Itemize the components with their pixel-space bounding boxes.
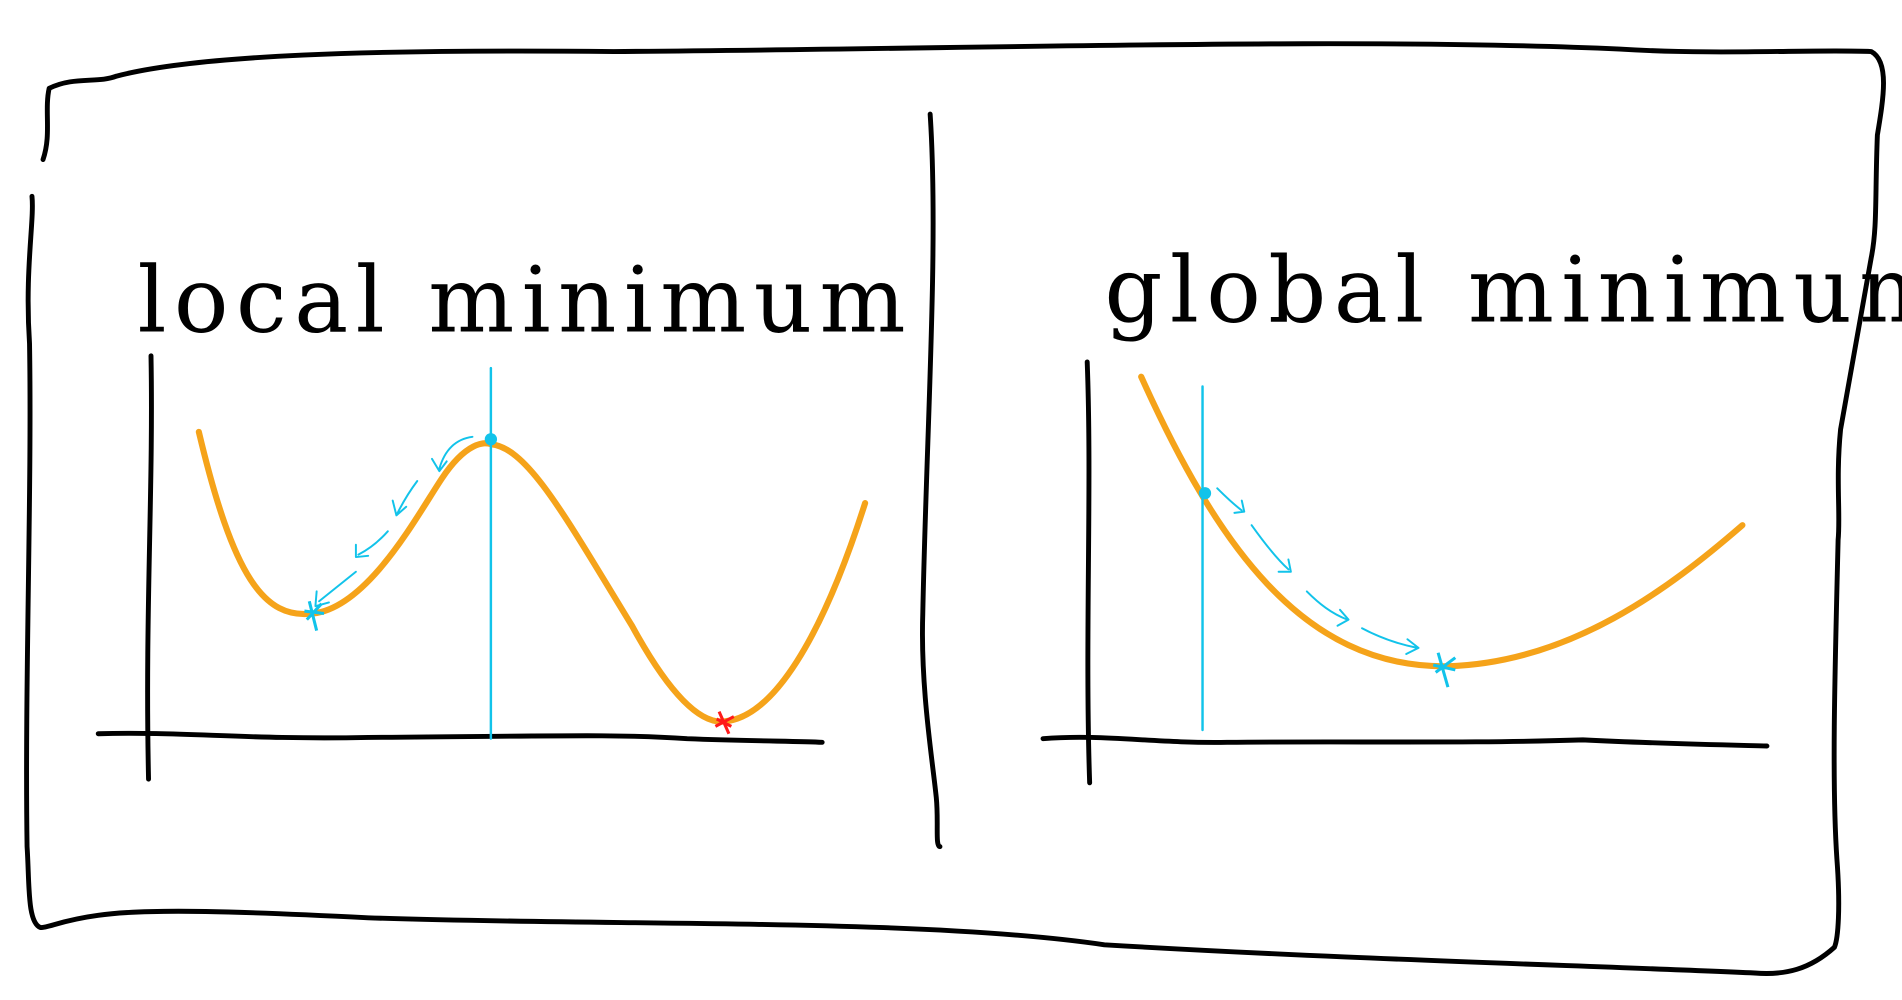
- global-min-mark: [714, 711, 735, 735]
- x-axis: [95, 730, 825, 745]
- descent-arrows: [1216, 487, 1420, 655]
- frame: [24, 41, 1886, 976]
- start-point: [484, 433, 498, 446]
- loss-curve: [1138, 373, 1746, 670]
- panel-title: global minimum: [1104, 238, 1902, 343]
- x-axis: [1040, 734, 1770, 749]
- local-min-mark: [304, 600, 325, 632]
- descent-arrows: [314, 435, 474, 608]
- loss-curve: [195, 428, 869, 725]
- panel-title: local minimum: [138, 248, 914, 353]
- global-min-mark: [1432, 652, 1457, 688]
- y-axis: [1084, 359, 1093, 786]
- start-point: [1198, 487, 1212, 500]
- y-axis: [145, 353, 154, 782]
- divider: [920, 111, 943, 850]
